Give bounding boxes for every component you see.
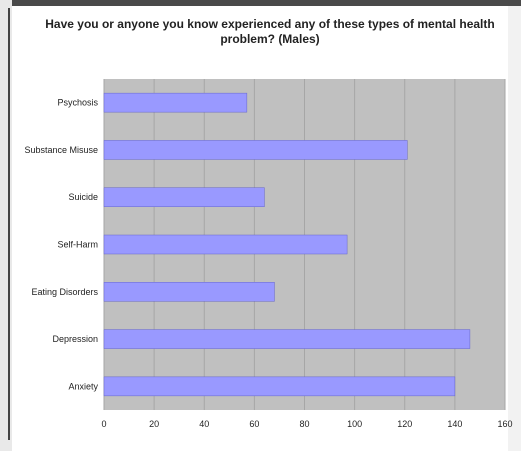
bar xyxy=(103,92,248,113)
x-tick-label: 80 xyxy=(299,419,309,429)
bars xyxy=(103,92,471,397)
window-frame-top xyxy=(12,0,521,6)
bar xyxy=(103,140,408,160)
x-tick-label: 140 xyxy=(447,419,462,429)
x-tick-label: 160 xyxy=(497,419,512,429)
chart-title: Have you or anyone you know experienced … xyxy=(45,17,495,46)
x-tick-label: 20 xyxy=(149,419,159,429)
bar xyxy=(103,376,456,397)
x-tick-labels: 0 20 40 60 80 100 120 140 160 xyxy=(101,419,512,429)
category-label: Anxiety xyxy=(68,381,98,391)
category-label: Eating Disorders xyxy=(31,287,98,297)
x-tick-label: 120 xyxy=(397,419,412,429)
x-tick-label: 40 xyxy=(199,419,209,429)
x-tick-label: 100 xyxy=(347,419,362,429)
bar xyxy=(103,329,471,349)
category-label: Self-Harm xyxy=(57,240,98,250)
x-tick-label: 0 xyxy=(101,419,106,429)
bar xyxy=(103,234,348,255)
bar xyxy=(103,187,265,207)
bar xyxy=(103,282,275,302)
window-frame-divider xyxy=(8,8,10,440)
window-frame-right xyxy=(508,6,521,451)
x-tick-label: 60 xyxy=(249,419,259,429)
category-label: Substance Misuse xyxy=(24,145,98,155)
category-label: Depression xyxy=(52,334,98,344)
category-labels: Psychosis Substance Misuse Suicide Self-Har… xyxy=(24,98,98,392)
category-label: Suicide xyxy=(68,192,98,202)
category-label: Psychosis xyxy=(57,98,98,108)
